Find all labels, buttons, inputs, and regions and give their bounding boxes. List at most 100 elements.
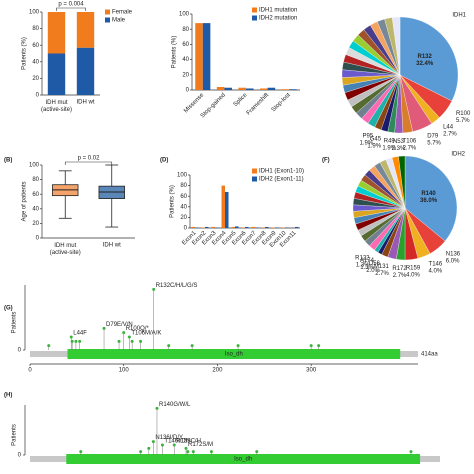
slice-value-label: 32.4% (416, 61, 434, 67)
legend-label: IDH1 mutation (259, 8, 297, 14)
lollipop-head (160, 443, 164, 447)
slice-label: P95 (363, 134, 374, 140)
pie-slice (399, 16, 459, 102)
bar (225, 191, 229, 228)
bar (205, 226, 209, 228)
bar-segment (47, 53, 66, 95)
x-tick-label: 0 (28, 368, 32, 374)
y-tick-label: 80 (180, 183, 187, 189)
significance-bracket (56, 7, 86, 11)
bar (215, 227, 219, 228)
slice-value-label: 2.7% (403, 145, 417, 151)
lollipop-head (102, 326, 106, 330)
mutation-label: R159C/H (176, 439, 201, 445)
lollipop-head (70, 339, 74, 343)
panel-label: (D) (160, 158, 168, 164)
lollipop-head (117, 339, 121, 343)
mutation-label: D79E/V/N (106, 322, 133, 328)
slice-value-label: 5.7% (427, 141, 441, 147)
y-tick-label: 20 (32, 221, 39, 227)
panel-label: (G) (4, 306, 13, 312)
bar (289, 89, 297, 90)
bar (195, 23, 203, 90)
slice-label: R49 (384, 138, 396, 144)
lollipop-head (209, 450, 213, 454)
bar (221, 185, 225, 228)
slice-label: A174 (360, 258, 375, 264)
y-tick-label: 100 (29, 163, 40, 169)
bar (241, 227, 245, 228)
pie-slice (392, 16, 401, 76)
slice-value-label: 1.9% (367, 143, 381, 149)
y-tick-label: 0 (184, 226, 188, 232)
lollipop-head (191, 450, 195, 454)
x-tick-label: IDH mut (active-site) (41, 100, 72, 113)
y-axis-label: Patients (%) (22, 37, 28, 70)
slice-label: R132 (418, 54, 433, 60)
legend-swatch (105, 17, 110, 23)
legend-label: IDH2 mutation (259, 16, 297, 22)
x-tick-label: IDH wt (77, 100, 95, 106)
mutation-label: L44F (73, 331, 87, 337)
bar (191, 226, 195, 228)
y-tick-label: 100 (29, 10, 40, 16)
domain-label: Iso_dh (234, 457, 252, 463)
lollipop-head (122, 331, 126, 335)
slice-value-label: 1.9% (382, 145, 396, 151)
bar (260, 88, 268, 90)
lollipop-head (69, 335, 73, 339)
slice-label: N53 (393, 139, 405, 145)
bar (261, 227, 265, 228)
x-tick-label: Stop-lost (271, 92, 292, 113)
lollipop-head (309, 344, 313, 348)
lollipop-head (184, 446, 188, 450)
bar (251, 226, 255, 228)
slice-value-label: 2.3% (392, 146, 406, 152)
annotation: p = 0.004 (58, 2, 84, 8)
slice-value-label: 6.0% (446, 258, 460, 264)
slice-value-label: 1.3% (356, 262, 370, 268)
lollipop-head (186, 450, 190, 454)
bar (202, 23, 211, 90)
panel-label: (H) (4, 393, 12, 399)
mutation-label: N136I/D/Y (155, 435, 183, 441)
y-tick-label: 0 (18, 348, 22, 354)
lollipop-head (152, 287, 156, 291)
bar (295, 226, 299, 228)
y-tick-label: 60 (182, 42, 189, 48)
y-axis-label: Patients (12, 424, 18, 446)
bar (275, 227, 279, 228)
lollipop-head (317, 344, 321, 348)
bar (281, 89, 290, 90)
bar (211, 226, 215, 228)
y-tick-label: 0 (186, 88, 190, 94)
slice-value-label: 1.9% (360, 141, 374, 147)
bar (195, 227, 199, 228)
slice-value-label: 4.0% (429, 269, 443, 275)
domain-label: Iso_dh (225, 352, 243, 358)
lollipop-head (155, 406, 159, 410)
legend-swatch (105, 9, 110, 15)
legend-label: IDH1 (Exon1-10) (259, 169, 304, 175)
lollipop-head (151, 440, 155, 444)
x-tick-label: Frameshift (246, 92, 271, 117)
slice-label: R159 (406, 266, 421, 272)
slice-value-label: 36.0% (420, 198, 438, 204)
pie-title: IDH1 (452, 13, 466, 19)
slice-value-label: 4.0% (406, 273, 420, 279)
lollipop-head (139, 450, 143, 454)
y-tick-label: 40 (32, 59, 39, 65)
y-axis-label: Patients (%) (170, 185, 176, 218)
y-tick-label: 0 (36, 236, 40, 242)
pie-slice (404, 155, 458, 242)
y-tick-label: 100 (177, 173, 188, 179)
bar (265, 226, 269, 228)
bar (267, 87, 276, 90)
y-tick-label: 60 (32, 192, 39, 198)
legend-swatch (252, 7, 257, 13)
y-tick-label: 100 (179, 12, 190, 18)
y-tick-label: 40 (180, 204, 187, 210)
legend-label: Female (112, 10, 133, 16)
slice-label: D79 (427, 134, 439, 140)
